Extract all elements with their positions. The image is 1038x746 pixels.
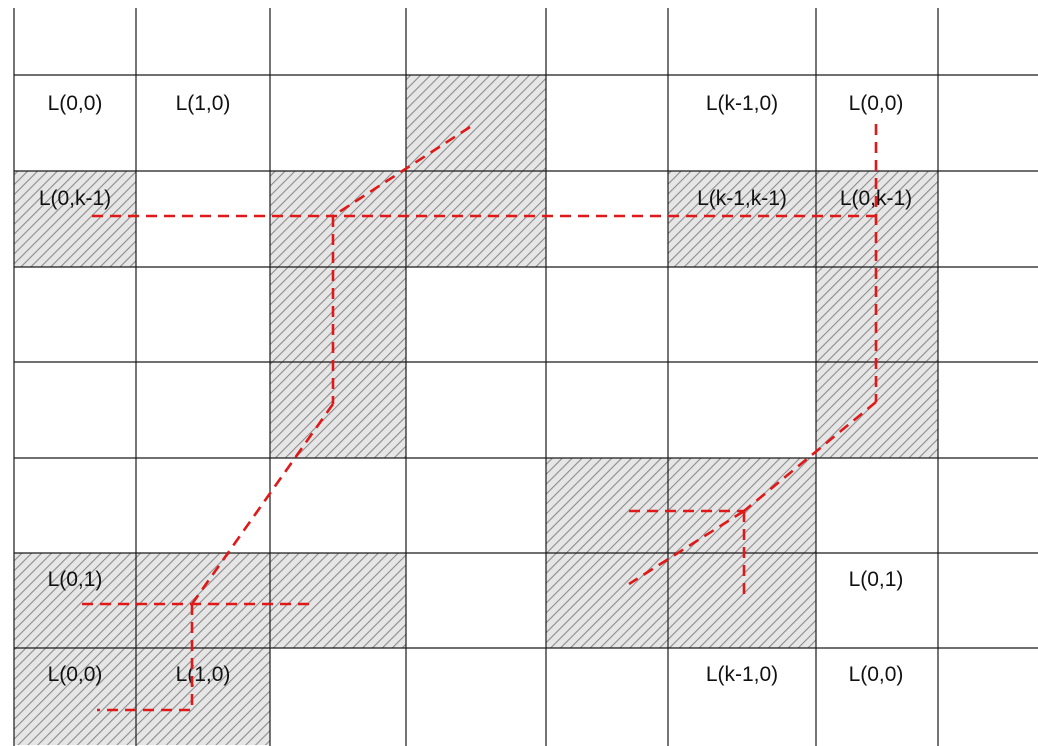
shaded-cell: [668, 171, 816, 267]
shaded-cell: [546, 553, 668, 648]
grid-lines: [13, 8, 1038, 746]
label-bottom-left-10: L(1,0): [176, 663, 231, 686]
shaded-cell: [14, 648, 136, 745]
label-mid-left-0k1: L(0,k-1): [39, 187, 111, 210]
label-lower-right-01: L(0,1): [849, 568, 904, 591]
label-bottom-right-k10: L(k-1,0): [706, 663, 778, 686]
shaded-cell: [14, 553, 136, 648]
label-top-right-k10: L(k-1,0): [706, 92, 778, 115]
shaded-cell: [270, 553, 406, 648]
path-right-diagonal: [743, 400, 877, 513]
label-bottom-left-00: L(0,0): [48, 663, 103, 686]
shaded-cell: [546, 458, 668, 553]
shaded-cell: [14, 171, 136, 267]
shaded-cell: [136, 553, 270, 648]
label-top-left-10: L(1,0): [176, 92, 231, 115]
routing-paths: [82, 124, 878, 712]
cell-labels: L(0,0) L(1,0) L(k-1,0) L(0,0) L(0,k-1) L…: [39, 92, 912, 686]
label-top-right-00: L(0,0): [849, 92, 904, 115]
label-top-left-00: L(0,0): [48, 92, 103, 115]
shaded-cell: [270, 267, 406, 362]
label-mid-right-k1k1: L(k-1,k-1): [697, 187, 787, 210]
shaded-cell: [136, 648, 270, 745]
path-junction-right-diagonal: [628, 509, 745, 586]
path-junction-left-vertical: [97, 604, 194, 712]
shaded-cell: [406, 75, 546, 171]
shaded-cell: [406, 171, 546, 267]
shaded-cell: [668, 458, 816, 553]
shaded-cells: [14, 75, 938, 745]
shaded-cell: [668, 553, 816, 648]
label-lower-left-01: L(0,1): [48, 568, 103, 591]
path-left-diagonal: [190, 403, 335, 605]
label-bottom-right-00: L(0,0): [849, 663, 904, 686]
shaded-cell: [270, 362, 406, 458]
path-top-diagonal: [332, 125, 471, 218]
shaded-cell: [270, 171, 406, 267]
